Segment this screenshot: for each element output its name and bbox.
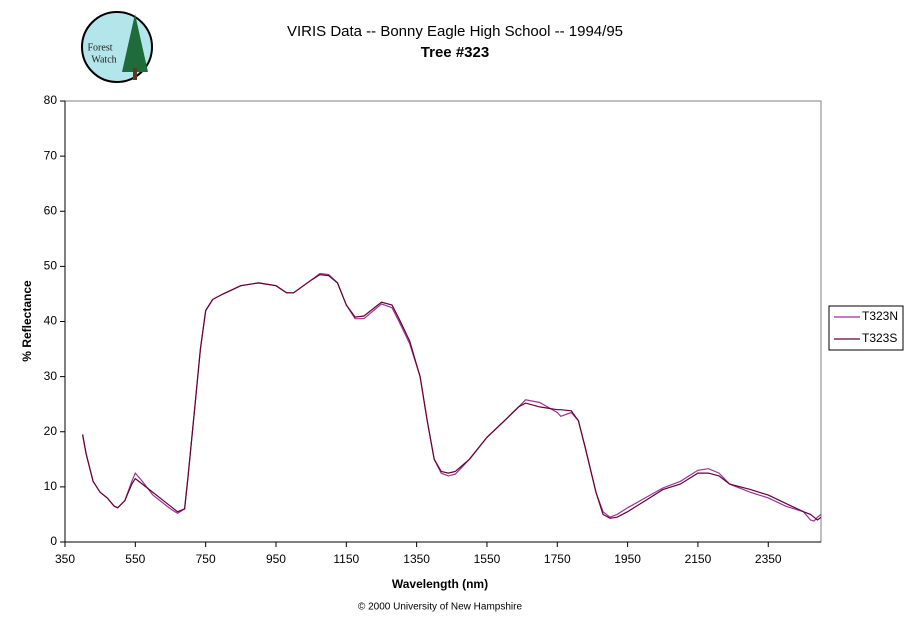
legend-label: T323N bbox=[862, 309, 898, 323]
y-axis-label: % Reflectance bbox=[20, 280, 34, 362]
chart-title: VIRIS Data -- Bonny Eagle High School --… bbox=[287, 23, 623, 40]
y-tick-label: 60 bbox=[44, 203, 58, 217]
footer: © 2000 University of New Hampshire bbox=[358, 602, 523, 613]
x-tick-label: 950 bbox=[266, 552, 286, 566]
x-tick-label: 1150 bbox=[333, 552, 359, 566]
x-tick-label: 1750 bbox=[544, 552, 571, 566]
logo: Forest Watch bbox=[81, 11, 153, 83]
x-axis-label: Wavelength (nm) bbox=[392, 577, 488, 591]
x-tick-label: 750 bbox=[196, 552, 216, 566]
logo-text: Watch bbox=[91, 54, 116, 65]
chart-subtitle: Tree #323 bbox=[421, 44, 489, 61]
x-tick-label: 350 bbox=[55, 552, 75, 566]
series-line bbox=[82, 272, 822, 522]
y-tick-label: 0 bbox=[50, 534, 57, 548]
y-tick-label: 50 bbox=[44, 259, 58, 273]
x-tick-label: 1550 bbox=[474, 552, 501, 566]
y-tick-label: 20 bbox=[44, 424, 58, 438]
x-tick-label: 1350 bbox=[403, 552, 430, 566]
legend bbox=[828, 305, 904, 351]
x-tick-label: 2350 bbox=[755, 552, 782, 566]
x-tick-label: 550 bbox=[125, 552, 145, 566]
y-tick-label: 10 bbox=[44, 479, 58, 493]
x-tick-label: 2150 bbox=[685, 552, 712, 566]
y-tick-label: 80 bbox=[44, 93, 58, 107]
logo-tree bbox=[122, 14, 148, 72]
series-line bbox=[82, 273, 822, 521]
logo-text: Forest bbox=[88, 42, 113, 53]
legend-label: T323S bbox=[862, 331, 897, 345]
y-tick-label: 40 bbox=[44, 314, 58, 328]
y-tick-label: 70 bbox=[44, 148, 58, 162]
y-tick-label: 30 bbox=[44, 369, 58, 383]
x-tick-label: 1950 bbox=[614, 552, 641, 566]
logo-trunk bbox=[133, 68, 137, 80]
